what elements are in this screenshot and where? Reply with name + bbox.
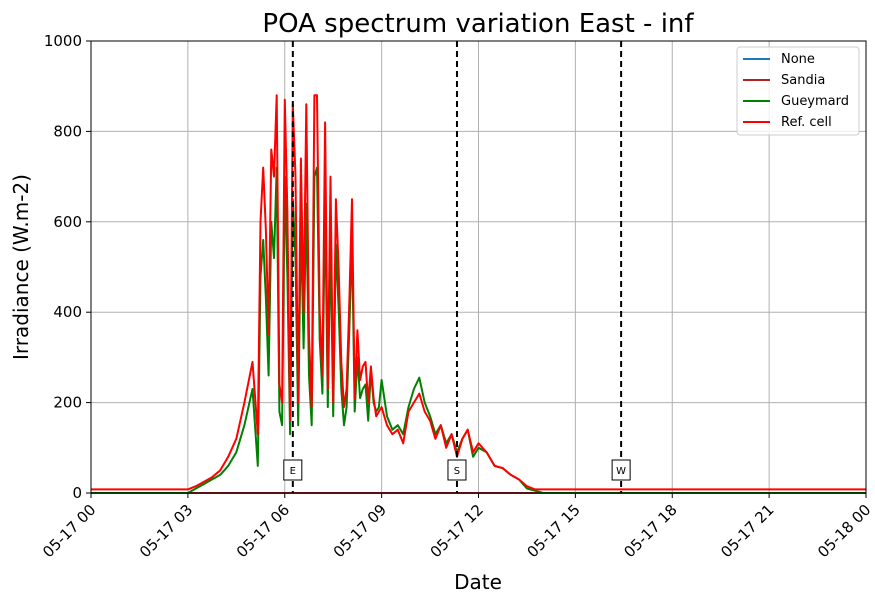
legend-label-ref-cell: Ref. cell xyxy=(781,115,832,130)
y-tick-label: 800 xyxy=(53,122,82,140)
marker-label-e: E xyxy=(290,466,296,477)
x-axis-title: Date xyxy=(454,570,502,594)
marker-box-w xyxy=(611,459,631,481)
marker-box-s xyxy=(447,459,467,481)
legend-label-sandia: Sandia xyxy=(781,73,825,88)
y-axis-title: Irradiance (W.m-2) xyxy=(9,174,33,360)
marker-box-e xyxy=(283,459,303,481)
y-tick-label: 600 xyxy=(53,213,82,231)
series-line-ref-cell xyxy=(91,94,866,491)
marker-label-w: W xyxy=(616,466,626,477)
y-tick-label: 200 xyxy=(53,394,82,412)
y-ticks: 0 200 400 600 800 1000 xyxy=(44,32,91,502)
y-tick-label: 0 xyxy=(72,484,82,502)
y-tick-label: 1000 xyxy=(44,32,82,50)
legend-label-none: None xyxy=(781,52,815,67)
legend-box xyxy=(736,46,860,136)
legend: None Sandia Gueymard Ref. cell xyxy=(736,46,860,136)
marker-label-s: S xyxy=(454,466,460,477)
chart-title: POA spectrum variation East - inf xyxy=(262,9,694,39)
legend-label-gueymard: Gueymard xyxy=(781,94,849,109)
y-tick-label: 400 xyxy=(53,303,82,321)
